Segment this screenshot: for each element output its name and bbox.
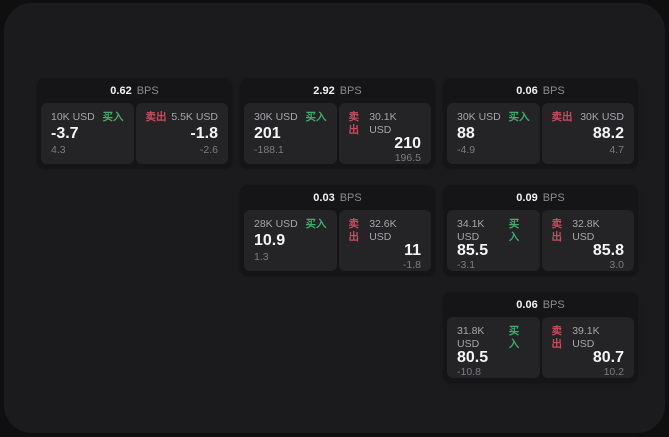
sell-price: 210 <box>394 135 421 153</box>
bps-unit-label: BPS <box>136 84 159 97</box>
sell-size: 5.5K USD <box>171 111 218 123</box>
sell-quote-tile[interactable]: 卖出 32.6K USD 11 -1.8 <box>338 210 431 272</box>
buy-quote-tile[interactable]: 10K USD 买入 -3.7 4.3 <box>41 103 134 164</box>
bps-header: 0.06 BPS <box>447 292 634 317</box>
sell-label: 卖出 <box>145 111 167 123</box>
buy-label: 买入 <box>508 218 520 243</box>
buy-sub-value: -188.1 <box>254 144 284 157</box>
sell-quote-tile[interactable]: 卖出 39.1K USD 80.7 10.2 <box>541 317 634 379</box>
buy-label: 买入 <box>102 111 124 123</box>
bps-value: 0.03 <box>313 191 335 204</box>
sell-sub-value: 196.5 <box>394 152 421 165</box>
buy-label: 买入 <box>508 111 530 123</box>
sell-quote-tile[interactable]: 卖出 32.8K USD 85.8 3.0 <box>541 210 634 272</box>
sell-price: 88.2 <box>592 125 624 142</box>
bps-unit-label: BPS <box>542 191 565 204</box>
quote-tiles: 34.1K USD 买入 85.5 -3.1 卖出 32.8K USD 85.8… <box>447 210 634 271</box>
buy-price: 10.9 <box>254 232 286 249</box>
bps-value: 0.06 <box>516 298 538 311</box>
bps-value: 2.92 <box>313 84 335 97</box>
sell-price: 85.8 <box>592 242 624 260</box>
quote-card: 0.06 BPS 31.8K USD 买入 80.5 -10.8 卖 <box>443 292 638 382</box>
bps-unit-label: BPS <box>339 84 362 97</box>
bps-unit-label: BPS <box>339 191 362 204</box>
buy-label: 买入 <box>305 111 327 123</box>
sell-size: 32.8K USD <box>572 218 600 243</box>
buy-label: 买入 <box>305 218 327 230</box>
sell-quote-tile[interactable]: 卖出 30K USD 88.2 4.7 <box>541 103 634 164</box>
buy-quote-tile[interactable]: 34.1K USD 买入 85.5 -3.1 <box>447 210 540 271</box>
bps-header: 0.03 BPS <box>244 185 431 210</box>
sell-label: 卖出 <box>551 218 563 243</box>
quote-card: 0.62 BPS 10K USD 买入 -3.7 4.3 卖出 <box>37 78 232 168</box>
quote-card: 0.03 BPS 28K USD 买入 10.9 1.3 卖出 <box>240 185 435 275</box>
sell-label: 卖出 <box>551 111 573 123</box>
sell-sub-value: -1.8 <box>402 259 421 272</box>
buy-price: 80.5 <box>457 349 489 367</box>
buy-sub-value: 1.3 <box>254 251 269 264</box>
quote-card: 0.09 BPS 34.1K USD 买入 85.5 -3.1 卖出 <box>443 185 638 275</box>
buy-size: 30K USD <box>254 111 298 123</box>
sell-label: 卖出 <box>551 325 563 350</box>
buy-label: 买入 <box>508 325 520 350</box>
bps-unit-label: BPS <box>542 84 565 97</box>
bps-header: 0.06 BPS <box>447 78 634 103</box>
buy-price: -3.7 <box>51 125 79 142</box>
buy-quote-tile[interactable]: 30K USD 买入 88 -4.9 <box>447 103 540 164</box>
buy-price: 85.5 <box>457 242 489 260</box>
quote-card: 2.92 BPS 30K USD 买入 201 -188.1 卖出 <box>240 78 435 168</box>
sell-quote-tile[interactable]: 卖出 5.5K USD -1.8 -2.6 <box>135 103 228 164</box>
buy-size: 31.8K USD <box>457 325 485 350</box>
quote-tiles: 10K USD 买入 -3.7 4.3 卖出 5.5K USD -1.8 -2.… <box>41 103 228 164</box>
sell-sub-value: 10.2 <box>603 366 624 379</box>
bps-value: 0.06 <box>516 84 538 97</box>
sell-sub-value: 4.7 <box>609 144 624 157</box>
bps-header: 0.09 BPS <box>447 185 634 210</box>
quote-tiles: 31.8K USD 买入 80.5 -10.8 卖出 39.1K USD 80.… <box>447 317 634 378</box>
sell-quote-tile[interactable]: 卖出 30.1K USD 210 196.5 <box>338 103 431 165</box>
quote-card: 0.06 BPS 30K USD 买入 88 -4.9 卖出 <box>443 78 638 168</box>
buy-quote-tile[interactable]: 30K USD 买入 201 -188.1 <box>244 103 337 164</box>
buy-size: 10K USD <box>51 111 95 123</box>
quote-tiles: 28K USD 买入 10.9 1.3 卖出 32.6K USD 11 -1.8 <box>244 210 431 271</box>
buy-quote-tile[interactable]: 31.8K USD 买入 80.5 -10.8 <box>447 317 540 378</box>
sell-sub-value: 3.0 <box>609 259 624 272</box>
sell-price: 80.7 <box>592 349 624 367</box>
buy-size: 28K USD <box>254 218 298 230</box>
buy-sub-value: -10.8 <box>457 366 481 379</box>
sell-label: 卖出 <box>348 111 360 136</box>
quotes-panel: 0.62 BPS 10K USD 买入 -3.7 4.3 卖出 <box>4 3 665 433</box>
sell-size: 30K USD <box>580 111 624 123</box>
bps-header: 2.92 BPS <box>244 78 431 103</box>
quote-tiles: 30K USD 买入 201 -188.1 卖出 30.1K USD 210 1… <box>244 103 431 164</box>
buy-price: 88 <box>457 125 475 142</box>
buy-sub-value: -3.1 <box>457 259 476 272</box>
sell-price: -1.8 <box>190 125 218 142</box>
buy-sub-value: -4.9 <box>457 144 476 157</box>
sell-sub-value: -2.6 <box>199 144 218 157</box>
bps-value: 0.62 <box>110 84 132 97</box>
buy-quote-tile[interactable]: 28K USD 买入 10.9 1.3 <box>244 210 337 271</box>
buy-size: 30K USD <box>457 111 501 123</box>
buy-size: 34.1K USD <box>457 218 485 243</box>
sell-label: 卖出 <box>348 218 360 243</box>
quotes-grid: 0.62 BPS 10K USD 买入 -3.7 4.3 卖出 <box>37 78 638 382</box>
sell-size: 32.6K USD <box>369 218 397 243</box>
quote-tiles: 30K USD 买入 88 -4.9 卖出 30K USD 88.2 4.7 <box>447 103 634 164</box>
buy-sub-value: 4.3 <box>51 144 66 157</box>
bps-header: 0.62 BPS <box>41 78 228 103</box>
bps-value: 0.09 <box>516 191 538 204</box>
buy-price: 201 <box>254 125 281 142</box>
sell-size: 39.1K USD <box>572 325 600 350</box>
bps-unit-label: BPS <box>542 298 565 311</box>
sell-price: 11 <box>404 242 421 260</box>
sell-size: 30.1K USD <box>369 111 397 136</box>
